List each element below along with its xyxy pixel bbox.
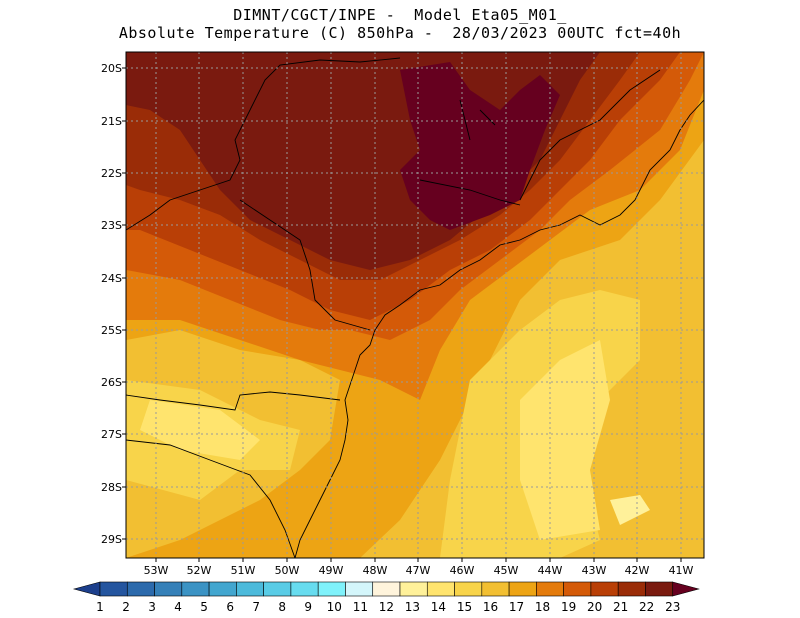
colorbar-label: 1	[96, 600, 104, 614]
colorbar-label: 6	[226, 600, 234, 614]
colorbar-label: 7	[252, 600, 260, 614]
colorbar-label: 5	[200, 600, 208, 614]
colorbar	[72, 581, 700, 597]
colorbar-label: 12	[378, 600, 394, 614]
lat-label: 20S	[101, 62, 122, 75]
colorbar-swatch	[508, 581, 537, 597]
colorbar-label: 2	[122, 600, 130, 614]
state-border-sc	[126, 391, 341, 411]
colorbar-label: 10	[326, 600, 342, 614]
lon-label: 47W	[405, 564, 431, 577]
state-border-parana	[239, 199, 371, 331]
band-13-patch	[610, 495, 650, 525]
colorbar-arrow-high	[672, 581, 700, 597]
state-border-rs	[126, 439, 296, 558]
colorbar-swatch	[345, 581, 374, 597]
colorbar-label: 21	[613, 600, 629, 614]
colorbar-swatch	[372, 581, 401, 597]
colorbar-label: 18	[534, 600, 551, 614]
colorbar-label: 22	[639, 600, 655, 614]
colorbar-label: 11	[352, 600, 368, 614]
river-lines	[459, 99, 496, 141]
figure-title-line-2: Absolute Temperature (C) 850hPa - 28/03/…	[118, 24, 682, 42]
state-border-mg	[519, 69, 661, 201]
lon-label: 53W	[143, 564, 169, 577]
colorbar-swatch	[617, 581, 646, 597]
lon-label: 42W	[624, 564, 650, 577]
lon-label: 43W	[581, 564, 607, 577]
colorbar-swatch	[154, 581, 183, 597]
temperature-field	[126, 52, 704, 558]
lon-label: 46W	[449, 564, 475, 577]
coastline	[294, 99, 704, 558]
colorbar-swatch	[126, 581, 155, 597]
colorbar-label: 14	[430, 600, 447, 614]
colorbar-label: 23	[665, 600, 681, 614]
colorbar-arrow-low	[72, 581, 101, 597]
map-frame	[125, 51, 705, 559]
lon-label: 45W	[493, 564, 519, 577]
coastline-and-borders	[126, 57, 704, 558]
colorbar-swatch	[99, 581, 128, 597]
colorbar-label: 15	[456, 600, 473, 614]
colorbar-label: 13	[404, 600, 421, 614]
colorbar-swatch	[563, 581, 592, 597]
lat-label: 27S	[101, 428, 122, 441]
lon-label: 41W	[668, 564, 694, 577]
colorbar-label: 16	[482, 600, 499, 614]
colorbar-swatch	[399, 581, 428, 597]
lat-label: 26S	[101, 376, 122, 389]
colorbar-swatch	[590, 581, 619, 597]
colorbar-swatch	[536, 581, 564, 597]
lon-label: 49W	[318, 564, 344, 577]
colorbar-swatch	[454, 581, 483, 597]
grid-lines	[126, 52, 704, 558]
figure-title-line-1: DIMNT/CGCT/INPE - Model Eta05_M01_	[233, 6, 567, 24]
lat-label: 22S	[101, 167, 122, 180]
colorbar-swatch	[645, 581, 674, 597]
colorbar-label: 4	[174, 600, 182, 614]
lon-label: 50W	[274, 564, 300, 577]
lon-label: 44W	[537, 564, 563, 577]
colorbar-swatch	[481, 581, 510, 597]
state-border-north	[126, 57, 401, 231]
lat-label: 24S	[101, 272, 122, 285]
band-14-east	[520, 340, 610, 540]
colorbar-swatch	[317, 581, 346, 597]
lat-label: 21S	[101, 115, 122, 128]
colorbar-swatch	[263, 581, 292, 597]
colorbar-label: 3	[148, 600, 156, 614]
colorbar-label: 9	[304, 600, 313, 614]
colorbar-swatch	[208, 581, 237, 597]
lon-label: 48W	[362, 564, 388, 577]
lon-label: 51W	[230, 564, 256, 577]
band-23	[400, 62, 560, 230]
state-border-sp-rj	[419, 179, 521, 206]
colorbar-swatch	[181, 581, 210, 597]
tick-marks	[122, 67, 682, 562]
colorbar-swatch	[426, 581, 455, 597]
colorbar-swatch	[236, 581, 264, 597]
colorbar-label: 17	[508, 600, 525, 614]
lon-label: 52W	[186, 564, 212, 577]
lat-label: 23S	[101, 219, 122, 232]
lat-label: 25S	[101, 324, 122, 337]
colorbar-label: 20	[586, 600, 603, 614]
colorbar-label: 8	[278, 600, 287, 614]
lat-label: 29S	[101, 533, 122, 546]
colorbar-label: 19	[560, 600, 577, 614]
colorbar-swatch	[290, 581, 319, 597]
lat-label: 28S	[101, 481, 122, 494]
